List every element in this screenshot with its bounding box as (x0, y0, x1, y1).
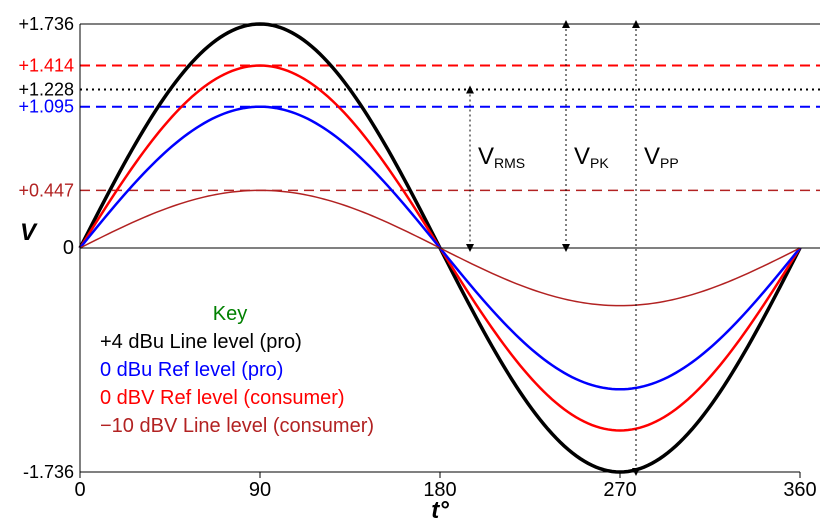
v-annotation-label: VPP (644, 143, 679, 171)
v-annotation-label: VPK (574, 143, 609, 171)
x-tick-label: 90 (249, 479, 271, 501)
x-tick-label: 270 (603, 479, 636, 501)
line-level-chart: 090180270360t°+1.736+1.414+1.228+1.095+0… (0, 0, 830, 519)
y-tick-label: +1.414 (18, 56, 74, 76)
legend-item: +4 dBu Line level (pro) (100, 331, 302, 353)
y-axis-label: V (20, 219, 38, 246)
legend-item: −10 dBV Line level (consumer) (100, 415, 374, 437)
v-annotation-label: VRMS (478, 143, 525, 171)
x-tick-label: 360 (783, 479, 816, 501)
legend-item: 0 dBV Ref level (consumer) (100, 387, 345, 409)
legend-item: 0 dBu Ref level (pro) (100, 359, 283, 381)
y-tick-label: -1.736 (23, 462, 74, 482)
y-tick-label: +1.095 (18, 97, 74, 117)
legend-title: Key (213, 303, 247, 325)
y-zero-label: 0 (63, 237, 74, 259)
x-axis-label: t° (431, 497, 449, 519)
y-tick-label: +0.447 (18, 180, 74, 200)
x-tick-label: 0 (74, 479, 85, 501)
y-tick-label: +1.736 (18, 14, 74, 34)
